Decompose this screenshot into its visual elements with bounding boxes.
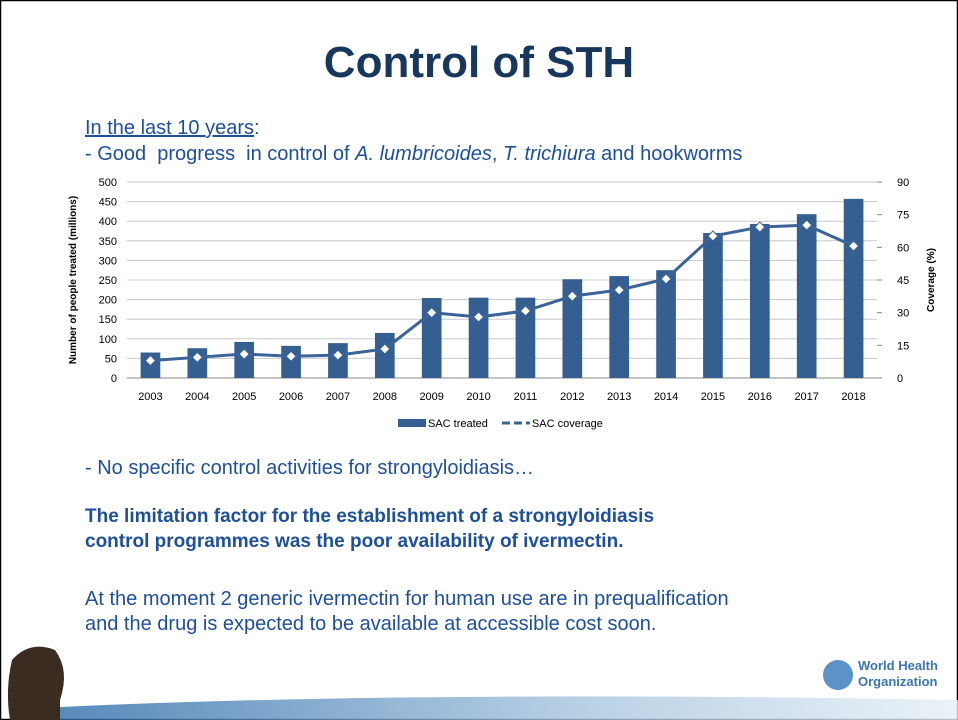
marker [566, 290, 579, 302]
species: T. trichiura [502, 143, 596, 165]
figure [7, 646, 64, 720]
progress-line: - Good progress in control of A. lumbric… [85, 143, 742, 166]
chart: 0 50 100 150 200 250 300 350 400 450 500 0 15 30 45 60 7… [68, 177, 937, 430]
intro-text: In the last 10 years [85, 117, 254, 139]
moment: and the drug is expected to be available… [85, 613, 657, 635]
x-tick-label: 2015 [701, 391, 725, 403]
no-control: - No specific control activities for str… [85, 457, 535, 479]
y-tick-label: 300 [99, 255, 117, 267]
x-tick-label: 2012 [560, 391, 584, 403]
x-tick-label: 2018 [841, 391, 865, 403]
x-tick-label: 2008 [373, 391, 397, 403]
bar [656, 270, 676, 378]
marker [800, 219, 813, 231]
y-tick-label: 350 [99, 236, 117, 248]
logo-text: World Health [858, 658, 938, 673]
y2-tick-label: 45 [897, 275, 909, 287]
marker [847, 240, 860, 252]
bar [703, 232, 723, 378]
marker [332, 349, 344, 361]
marker [472, 311, 485, 323]
x-tick-label: 2014 [654, 391, 678, 403]
species: A. lumbricoides [355, 143, 492, 165]
y-tick-label: 450 [99, 197, 117, 209]
x-tick-label: 2016 [748, 391, 772, 403]
bottom-strip [40, 696, 958, 720]
x-tick-label: 2003 [138, 391, 162, 403]
y-tick-label: 250 [99, 275, 117, 287]
x-tick-label: 2009 [419, 391, 443, 403]
bar [609, 276, 630, 378]
bar [468, 297, 489, 378]
logo-text: Organization [858, 674, 938, 689]
x-tick-label: 2013 [607, 391, 631, 403]
bar [796, 214, 817, 378]
bar [374, 332, 395, 378]
marker [191, 351, 204, 364]
y-tick-label: 150 [99, 314, 117, 326]
slide-title: Control of STH [323, 38, 635, 87]
bar [234, 341, 255, 378]
y2-tick-label: 15 [897, 340, 909, 352]
legend-swatch [398, 419, 426, 427]
x-tick-label: 2005 [232, 391, 256, 403]
x-tick-label: 2010 [466, 391, 490, 403]
bar [515, 297, 536, 378]
x-tick-label: 2004 [185, 391, 209, 403]
y2-axis-label: Coverage (%) [926, 248, 937, 312]
marker [754, 221, 766, 233]
marker [285, 350, 297, 362]
y2-tick-label: 75 [897, 210, 909, 222]
intro-colon: : [253, 117, 260, 139]
limitation: control programmes was the poor availabi… [85, 531, 624, 552]
marker [238, 348, 250, 360]
marker [660, 273, 672, 285]
marker [425, 306, 438, 319]
text: - Good progress in control of [85, 143, 356, 165]
marker [613, 284, 625, 296]
y2-tick-label: 90 [897, 177, 909, 189]
y-tick-label: 200 [99, 295, 117, 307]
bar [562, 279, 583, 378]
y-tick-label: 500 [99, 177, 117, 189]
y2-tick-label: 0 [897, 373, 903, 385]
x-tick-label: 2011 [514, 391, 538, 403]
marker [379, 343, 391, 355]
y-tick-label: 400 [99, 216, 117, 228]
limitation: The limitation factor for the establishm… [85, 506, 655, 527]
line [150, 223, 855, 363]
text: , [491, 143, 503, 165]
y-tick-label: 0 [111, 373, 117, 385]
marker [144, 354, 157, 367]
x-tick-label: 2007 [326, 391, 350, 403]
x-tick-label: 2006 [279, 391, 303, 403]
marker [519, 305, 532, 317]
y-axis-label: Number of people treated (millions) [68, 196, 79, 364]
legend-label: SAC coverage [532, 418, 603, 430]
bar [843, 198, 864, 378]
who-emblem [823, 660, 853, 690]
text: and hookworms [595, 143, 743, 165]
intro: In the last 10 years: [85, 117, 260, 140]
y-tick-label: 100 [99, 334, 117, 346]
legend-label: SAC treated [428, 418, 488, 430]
bar [749, 223, 770, 378]
y2-tick-label: 30 [897, 308, 909, 320]
x-tick-label: 2017 [794, 391, 818, 403]
marker [707, 230, 719, 242]
moment: At the moment 2 generic ivermectin for h… [85, 588, 729, 610]
y2-tick-label: 60 [897, 242, 909, 254]
y-tick-label: 50 [105, 353, 117, 365]
